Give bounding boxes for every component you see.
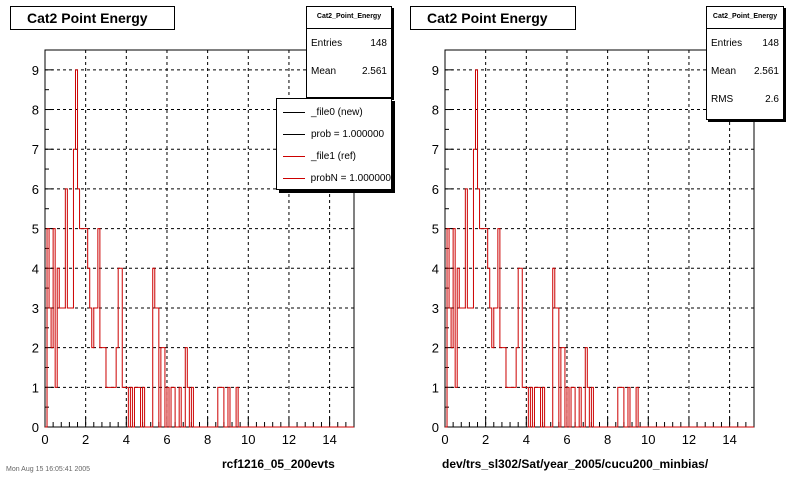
left-x-tick-label: 6 [163, 432, 170, 447]
left-x-tick-label: 8 [204, 432, 211, 447]
right-y-tick-label: 5 [432, 222, 439, 237]
right-x-tick-label: 8 [604, 432, 611, 447]
left-legend: _file0 (new) prob = 1.000000 _file1 (ref… [276, 98, 392, 190]
right-stats-box: Cat2_Point_Energy Entries 148 Mean 2.561… [706, 6, 784, 120]
timestamp-footer: Mon Aug 15 16:05:41 2005 [6, 466, 91, 473]
left-stats-mean-value: 2.561 [361, 65, 387, 77]
left-x-tick-label: 14 [322, 432, 336, 447]
left-x-tick-label: 12 [282, 432, 296, 447]
left-x-tick-label: 4 [123, 432, 130, 447]
left-x-tick-label: 10 [241, 432, 255, 447]
left-stats-mean-label: Mean [311, 65, 337, 77]
left-y-tick-label: 8 [32, 103, 39, 118]
right-x-tick-label: 12 [682, 432, 696, 447]
legend-line-swatch [283, 133, 305, 135]
left-stats-entries-label: Entries [311, 37, 343, 49]
left-y-tick-label: 6 [32, 182, 39, 197]
left-y-tick-label: 4 [32, 261, 39, 276]
right-x-axis-label: dev/trs_sl302/Sat/year_2005/cucu200_minb… [442, 457, 709, 471]
right-y-tick-label: 9 [432, 63, 439, 78]
right-x-tick-label: 6 [563, 432, 570, 447]
legend-label: prob = 1.000000 [311, 128, 385, 140]
right-plot-frame [444, 49, 755, 428]
left-y-tick-label: 3 [32, 301, 39, 316]
right-stats-mean-row: Mean 2.561 [707, 57, 783, 85]
legend-label: _file1 (ref) [311, 150, 357, 162]
right-x-tick-label: 0 [441, 432, 448, 447]
left-y-tick-label: 5 [32, 222, 39, 237]
right-x-tick-label: 14 [722, 432, 736, 447]
right-x-tick-label: 2 [482, 432, 489, 447]
right-stats-mean-label: Mean [711, 65, 737, 77]
right-y-tick-label: 3 [432, 301, 439, 316]
right-stats-entries-value: 148 [762, 37, 779, 49]
left-y-tick-label: 0 [32, 420, 39, 435]
right-stats-rms-label: RMS [711, 93, 734, 105]
right-y-tick-label: 8 [432, 103, 439, 118]
legend-entry: probN = 1.000000 [277, 167, 391, 189]
left-x-axis-label: rcf1216_05_200evts [222, 457, 335, 471]
legend-entry: _file0 (new) [277, 101, 391, 123]
right-histogram-series-0 [445, 69, 754, 428]
right-stats-name: Cat2_Point_Energy [707, 7, 783, 29]
right-y-tick-label: 7 [432, 142, 439, 157]
right-stats-entries-label: Entries [711, 37, 743, 49]
legend-entry: prob = 1.000000 [277, 123, 391, 145]
legend-line-swatch [283, 177, 305, 179]
right-plot-title: Cat2 Point Energy [410, 6, 576, 30]
legend-label: probN = 1.000000 [310, 172, 391, 184]
left-stats-mean-row: Mean 2.561 [307, 57, 391, 85]
right-y-tick-label: 6 [432, 182, 439, 197]
right-stats-rms-row: RMS 2.6 [707, 85, 783, 113]
left-stats-name: Cat2_Point_Energy [307, 7, 391, 29]
left-y-tick-label: 7 [32, 142, 39, 157]
left-stats-box: Cat2_Point_Energy Entries 148 Mean 2.561 [306, 6, 392, 98]
left-y-tick-label: 1 [32, 380, 39, 395]
left-plot-title: Cat2 Point Energy [10, 6, 175, 30]
right-y-tick-label: 4 [432, 261, 439, 276]
right-stats-entries-row: Entries 148 [707, 29, 783, 57]
left-stats-entries-row: Entries 148 [307, 29, 391, 57]
left-x-tick-label: 0 [41, 432, 48, 447]
right-y-tick-label: 2 [432, 341, 439, 356]
left-y-tick-label: 9 [32, 63, 39, 78]
right-x-tick-label: 10 [641, 432, 655, 447]
right-stats-mean-value: 2.561 [753, 65, 779, 77]
right-y-tick-label: 0 [432, 420, 439, 435]
left-stats-entries-value: 148 [370, 37, 387, 49]
left-y-tick-label: 2 [32, 341, 39, 356]
legend-line-swatch [283, 111, 305, 113]
legend-entry: _file1 (ref) [277, 145, 391, 167]
right-stats-rms-value: 2.6 [765, 93, 779, 105]
left-histogram-series-0 [45, 69, 354, 428]
left-x-tick-label: 2 [82, 432, 89, 447]
right-x-tick-label: 4 [523, 432, 530, 447]
legend-label: _file0 (new) [311, 106, 363, 118]
legend-line-swatch [283, 155, 305, 157]
right-y-tick-label: 1 [432, 380, 439, 395]
